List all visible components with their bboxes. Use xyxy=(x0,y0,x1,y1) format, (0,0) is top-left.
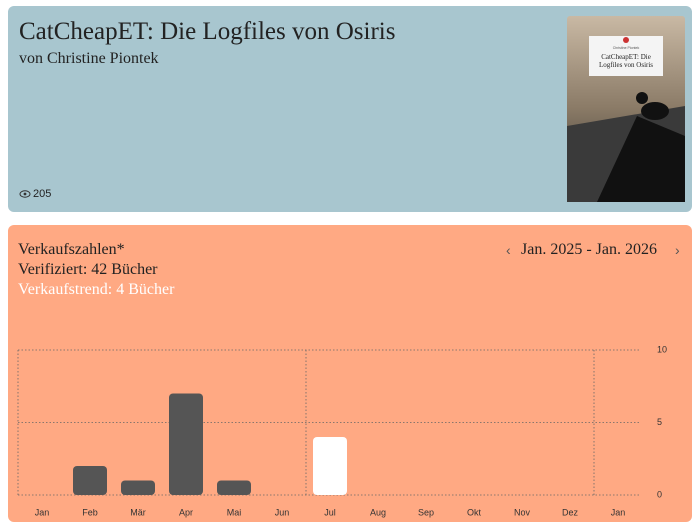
x-tick-label: Jun xyxy=(275,507,290,517)
x-tick-label: Okt xyxy=(467,507,482,517)
x-tick-label: Feb xyxy=(82,507,98,517)
sales-heading: Verkaufszahlen* xyxy=(18,241,125,258)
y-tick-label: 5 xyxy=(657,417,662,427)
book-card: CatCheapET: Die Logfiles von Osiris von … xyxy=(8,6,692,212)
verified-count: Verifiziert: 42 Bücher xyxy=(18,261,158,278)
book-cover[interactable]: Christine Piontek CatCheapET: Die Logfil… xyxy=(567,16,685,202)
view-count: 205 xyxy=(33,188,52,200)
x-tick-label: Jan xyxy=(611,507,626,517)
x-tick-label: Dez xyxy=(562,507,579,517)
bar xyxy=(313,437,347,495)
book-title: CatCheapET: Die Logfiles von Osiris xyxy=(19,18,396,45)
x-tick-label: Mär xyxy=(130,507,146,517)
date-range: Jan. 2025 - Jan. 2026 xyxy=(521,241,657,258)
cover-author: Christine Piontek xyxy=(613,46,640,50)
book-author: von Christine Piontek xyxy=(19,50,159,67)
trend-count: Verkaufstrend: 4 Bücher xyxy=(18,281,175,298)
x-tick-label: Sep xyxy=(418,507,434,517)
bar xyxy=(121,480,155,495)
y-tick-label: 10 xyxy=(657,344,667,354)
x-tick-label: Jul xyxy=(324,507,336,517)
x-tick-label: Jan xyxy=(35,507,50,517)
x-tick-label: Aug xyxy=(370,507,386,517)
cover-title: CatCheapET: Die Logfiles von Osiris xyxy=(598,53,654,69)
bar xyxy=(217,480,251,495)
eye-icon xyxy=(19,190,31,198)
bar xyxy=(169,393,203,495)
prev-arrow[interactable]: ‹ xyxy=(506,242,511,258)
y-tick-label: 0 xyxy=(657,489,662,499)
sales-card: Verkaufszahlen* Verifiziert: 42 Bücher V… xyxy=(8,225,692,522)
bar xyxy=(73,466,107,495)
x-tick-label: Mai xyxy=(227,507,242,517)
x-tick-label: Nov xyxy=(514,507,531,517)
next-arrow[interactable]: › xyxy=(675,242,680,258)
x-tick-label: Apr xyxy=(179,507,193,517)
